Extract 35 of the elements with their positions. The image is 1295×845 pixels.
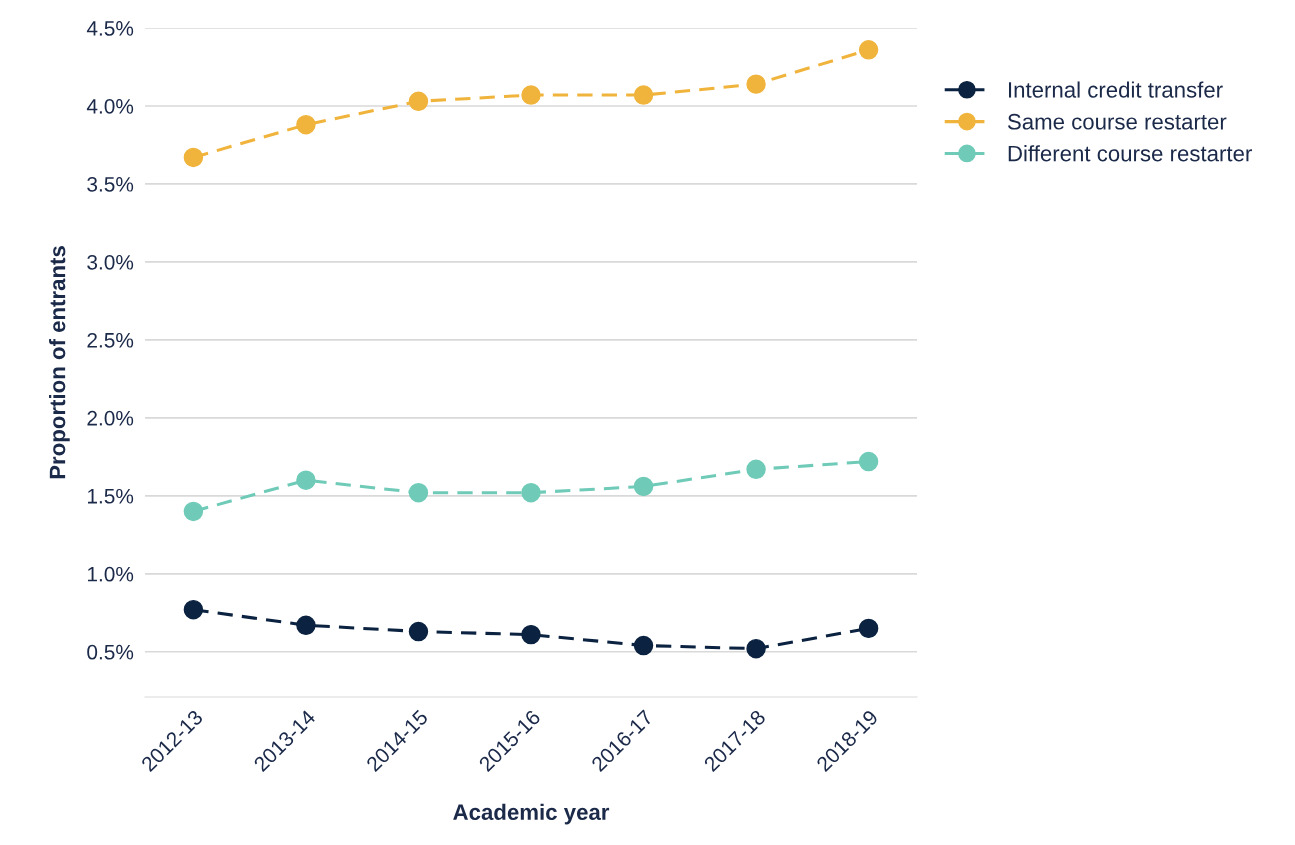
point (408, 91, 429, 112)
point (633, 476, 654, 497)
point (521, 482, 541, 503)
y-tick-label: 4.0% (86, 98, 134, 114)
point (746, 638, 766, 659)
legend-label: Same course restarter (1007, 113, 1227, 130)
point (296, 114, 316, 135)
point (858, 40, 879, 60)
y-tick-label: 0.5% (87, 644, 134, 660)
point (408, 482, 429, 503)
legend-label: Different course restarter (1008, 145, 1252, 162)
point (858, 618, 879, 639)
point (746, 74, 766, 94)
point (183, 599, 204, 620)
point (746, 459, 766, 480)
y-tick-label: 3.0% (87, 254, 134, 270)
y-tick-label: 3.5% (87, 176, 134, 192)
y-tick-label: 1.0% (87, 566, 134, 582)
x-axis-title: Academic year (453, 803, 610, 825)
point (296, 615, 316, 635)
point (183, 147, 204, 168)
point (521, 624, 541, 645)
y-axis-title: Proportion of entrants (49, 246, 70, 479)
point (858, 451, 879, 472)
y-tick-label: 4.5% (86, 21, 134, 36)
point (183, 501, 204, 522)
y-tick-label: 2.5% (87, 332, 134, 348)
point (296, 470, 316, 490)
point (633, 85, 654, 105)
point (633, 635, 654, 656)
point (408, 621, 429, 642)
legend-label: Internal credit transfer (1008, 81, 1223, 98)
y-tick-label: 2.0% (87, 410, 134, 426)
point (521, 85, 541, 105)
y-tick-label: 1.5% (87, 488, 134, 504)
